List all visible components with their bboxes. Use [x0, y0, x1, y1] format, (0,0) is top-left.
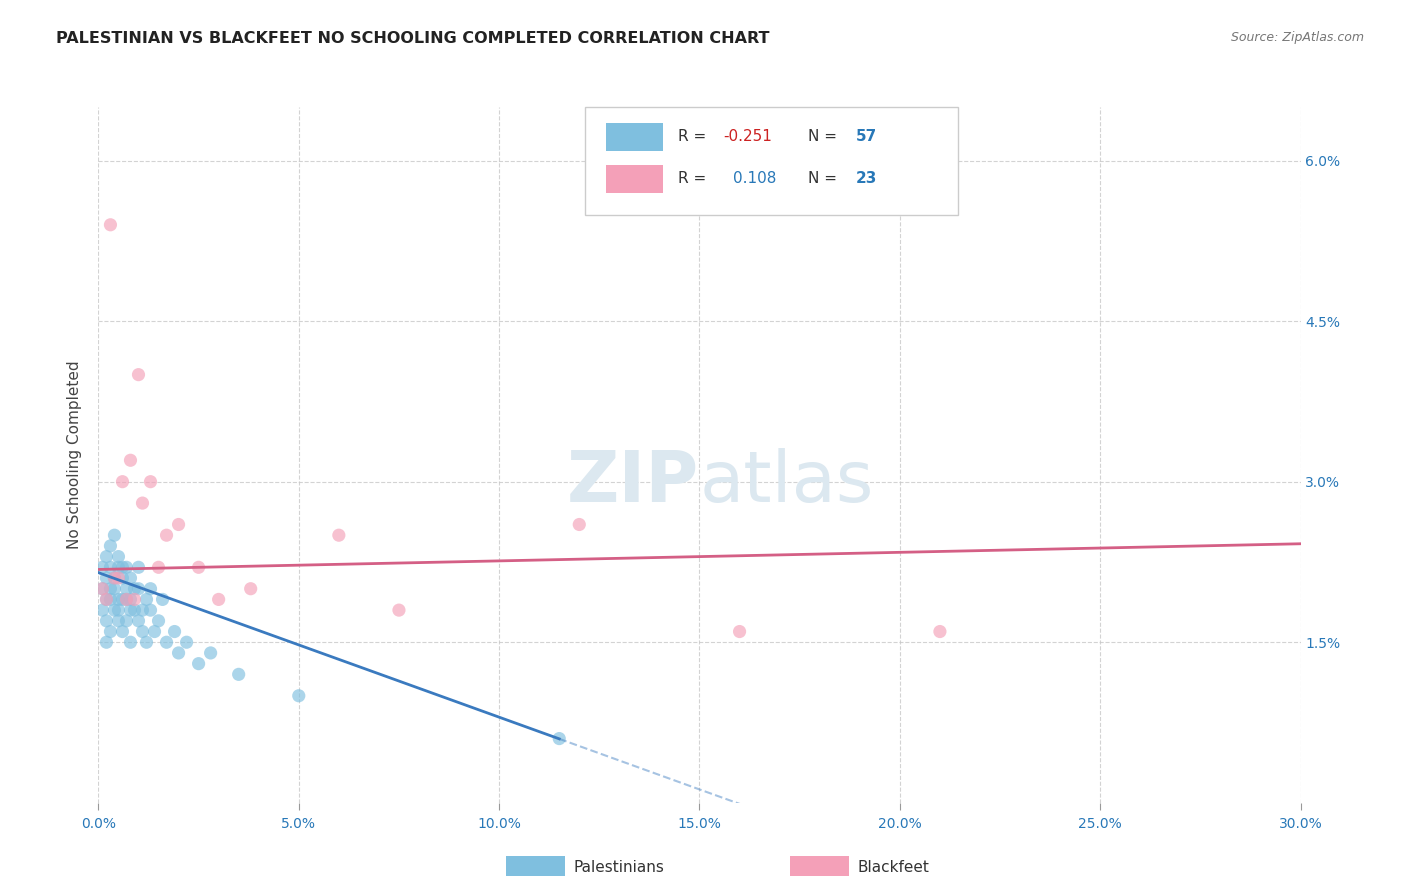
Point	[148, 614, 170, 628]
Point	[131, 603, 153, 617]
Point	[100, 624, 122, 639]
Point	[124, 592, 146, 607]
Text: atlas: atlas	[700, 449, 875, 517]
Point	[929, 624, 952, 639]
Point	[128, 582, 150, 596]
Point	[111, 475, 134, 489]
Point	[187, 657, 209, 671]
Point	[91, 560, 114, 574]
Point	[288, 689, 311, 703]
Point	[111, 592, 134, 607]
Point	[128, 560, 150, 574]
Point	[131, 624, 153, 639]
Point	[187, 560, 209, 574]
Point	[96, 614, 118, 628]
Point	[124, 603, 146, 617]
Point	[131, 496, 153, 510]
Point	[91, 582, 114, 596]
FancyBboxPatch shape	[606, 123, 664, 151]
Point	[139, 475, 162, 489]
Point	[111, 560, 134, 574]
Point	[115, 614, 138, 628]
Point	[548, 731, 571, 746]
Point	[103, 582, 125, 596]
Point	[96, 592, 118, 607]
Point	[200, 646, 222, 660]
Text: R =: R =	[678, 128, 711, 144]
Point	[135, 635, 157, 649]
Point	[107, 571, 129, 585]
Point	[388, 603, 411, 617]
Point	[120, 592, 142, 607]
Point	[96, 549, 118, 564]
Text: 23: 23	[856, 170, 877, 186]
Text: -0.251: -0.251	[724, 128, 772, 144]
Point	[155, 635, 177, 649]
Point	[115, 582, 138, 596]
Point	[115, 592, 138, 607]
Point	[163, 624, 186, 639]
Point	[111, 571, 134, 585]
Point	[128, 614, 150, 628]
Point	[103, 528, 125, 542]
Point	[152, 592, 174, 607]
FancyBboxPatch shape	[585, 107, 957, 215]
Text: Source: ZipAtlas.com: Source: ZipAtlas.com	[1230, 31, 1364, 45]
Point	[96, 635, 118, 649]
Point	[120, 635, 142, 649]
Text: N =: N =	[807, 128, 842, 144]
Point	[103, 571, 125, 585]
Point	[100, 560, 122, 574]
Point	[103, 603, 125, 617]
Point	[120, 603, 142, 617]
Text: N =: N =	[807, 170, 842, 186]
Point	[143, 624, 166, 639]
Point	[107, 614, 129, 628]
Point	[107, 560, 129, 574]
Point	[148, 560, 170, 574]
Point	[115, 560, 138, 574]
Point	[100, 218, 122, 232]
Point	[239, 582, 262, 596]
Text: 57: 57	[856, 128, 877, 144]
Point	[107, 549, 129, 564]
Point	[107, 592, 129, 607]
Text: 0.108: 0.108	[733, 170, 776, 186]
Point	[208, 592, 231, 607]
Point	[176, 635, 198, 649]
Point	[100, 582, 122, 596]
Point	[155, 528, 177, 542]
Point	[115, 592, 138, 607]
Point	[328, 528, 350, 542]
Point	[120, 453, 142, 467]
Point	[91, 582, 114, 596]
Text: Palestinians: Palestinians	[574, 860, 665, 874]
Text: PALESTINIAN VS BLACKFEET NO SCHOOLING COMPLETED CORRELATION CHART: PALESTINIAN VS BLACKFEET NO SCHOOLING CO…	[56, 31, 769, 46]
Point	[103, 571, 125, 585]
Point	[100, 539, 122, 553]
Point	[139, 603, 162, 617]
Point	[139, 582, 162, 596]
Point	[111, 624, 134, 639]
Point	[167, 517, 190, 532]
Text: ZIP: ZIP	[567, 449, 700, 517]
Text: R =: R =	[678, 170, 716, 186]
Point	[167, 646, 190, 660]
Point	[568, 517, 591, 532]
Point	[96, 592, 118, 607]
Point	[128, 368, 150, 382]
Point	[107, 603, 129, 617]
Point	[96, 571, 118, 585]
Point	[100, 592, 122, 607]
FancyBboxPatch shape	[606, 165, 664, 193]
Y-axis label: No Schooling Completed: No Schooling Completed	[67, 360, 83, 549]
Text: Blackfeet: Blackfeet	[858, 860, 929, 874]
Point	[120, 571, 142, 585]
Point	[135, 592, 157, 607]
Point	[228, 667, 250, 681]
Point	[124, 582, 146, 596]
Point	[728, 624, 751, 639]
Point	[91, 603, 114, 617]
